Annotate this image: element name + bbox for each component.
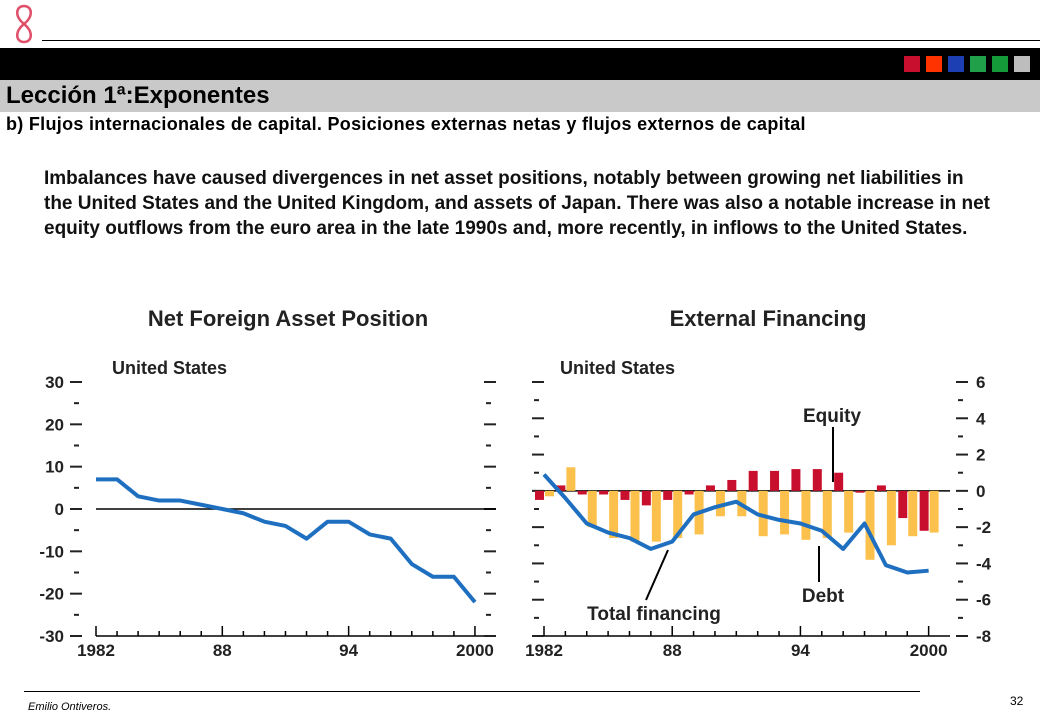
x-tick-label: 94 [791, 641, 810, 660]
y-tick-label: 10 [45, 458, 64, 477]
equity-bar [727, 479, 737, 491]
equity-bar [834, 472, 844, 491]
debt-bar [908, 490, 918, 537]
equity-bar [577, 490, 587, 495]
equity-bar [663, 490, 673, 500]
y-tick-label: 4 [976, 409, 986, 428]
y-tick-label: 0 [55, 500, 64, 519]
equity-bar [876, 485, 886, 491]
debt-bar [822, 490, 832, 539]
y-tick-label: -6 [976, 591, 991, 610]
chart-title-net-foreign-asset: Net Foreign Asset Position [148, 306, 428, 331]
debt-bar [865, 490, 875, 560]
annotation-equity: Equity [803, 406, 861, 427]
y-tick-label: -4 [976, 554, 992, 573]
y-tick-label: -8 [976, 627, 991, 646]
color-square [926, 56, 942, 72]
footer-divider [24, 691, 920, 692]
title-band [0, 80, 1040, 112]
panel-label: United States [560, 358, 675, 378]
x-tick-label: 1982 [525, 641, 563, 660]
net-foreign-asset-chart: 30 20 10 0 -10 -20 -30 1982 88 94 2000 United State… [39, 358, 496, 660]
color-square [970, 56, 986, 72]
debt-bar [651, 490, 661, 542]
debt-bar [929, 490, 939, 533]
equity-bar [705, 485, 715, 491]
color-square [948, 56, 964, 72]
page-number: 32 [1010, 694, 1024, 708]
y-tick-label: -30 [39, 627, 64, 646]
page-title: Lección 1ª:Exponentes [6, 82, 270, 109]
charts-figure: Net Foreign Asset Position External Fina… [39, 306, 992, 660]
equity-bar [812, 469, 822, 491]
page-subtitle: b) Flujos internacionales de capital. Po… [6, 114, 806, 134]
debt-bar [844, 490, 854, 533]
debt-bar [886, 490, 896, 546]
color-square [904, 56, 920, 72]
color-square [1014, 56, 1030, 72]
y-tick-label: -2 [976, 518, 991, 537]
debt-bar [587, 490, 597, 528]
equity-bar [791, 469, 801, 491]
equity-bar [770, 470, 780, 491]
x-tick-label: 1982 [77, 641, 115, 660]
header-band [0, 48, 1040, 80]
equity-bar [620, 490, 630, 500]
top-divider [42, 40, 1040, 41]
equity-bar [898, 490, 908, 519]
equity-bar [599, 490, 609, 495]
x-tick-label: 88 [213, 641, 232, 660]
description-text: Imbalances have caused divergences in ne… [44, 168, 990, 239]
x-tick-label: 2000 [456, 641, 494, 660]
color-square [992, 56, 1008, 72]
y-tick-label: 20 [45, 415, 64, 434]
debt-bar [673, 490, 683, 539]
annotation-debt: Debt [802, 586, 845, 607]
equity-bar [556, 485, 566, 491]
x-tick-label: 2000 [910, 641, 948, 660]
equity-bar [748, 470, 758, 491]
external-financing-chart: 6 4 2 0 -2 -4 -6 -8 1982 88 94 2000 United States Equ… [525, 358, 992, 660]
chart-title-external-financing: External Financing [670, 306, 867, 331]
total-financing-line [542, 473, 929, 575]
equity-bar [535, 490, 544, 500]
debt-bar [715, 490, 725, 517]
equity-bar [684, 490, 694, 495]
annotation-total-financing: Total financing [587, 604, 721, 625]
logo-icon [16, 4, 32, 44]
y-tick-label: 2 [976, 446, 985, 465]
y-tick-label: 0 [976, 482, 985, 501]
debt-bar [758, 490, 768, 537]
debt-bar [630, 490, 640, 542]
equity-bar [855, 490, 865, 493]
equity-bar [641, 490, 651, 506]
equity-bar [919, 490, 929, 531]
series-line [96, 477, 477, 604]
footer-author: Emilio Ontiveros. [28, 701, 112, 713]
debt-bar [780, 490, 790, 535]
y-tick-label: -20 [39, 585, 64, 604]
x-tick-label: 94 [339, 641, 358, 660]
x-tick-label: 88 [663, 641, 682, 660]
debt-bar [545, 490, 554, 497]
panel-label: United States [112, 358, 227, 378]
debt-bar [566, 467, 576, 491]
annotation-leader [645, 549, 669, 601]
debt-bar [609, 490, 619, 539]
y-tick-label: 30 [45, 373, 64, 392]
y-tick-label: 6 [976, 373, 985, 392]
debt-bar [801, 490, 811, 540]
y-tick-label: -10 [39, 542, 64, 561]
